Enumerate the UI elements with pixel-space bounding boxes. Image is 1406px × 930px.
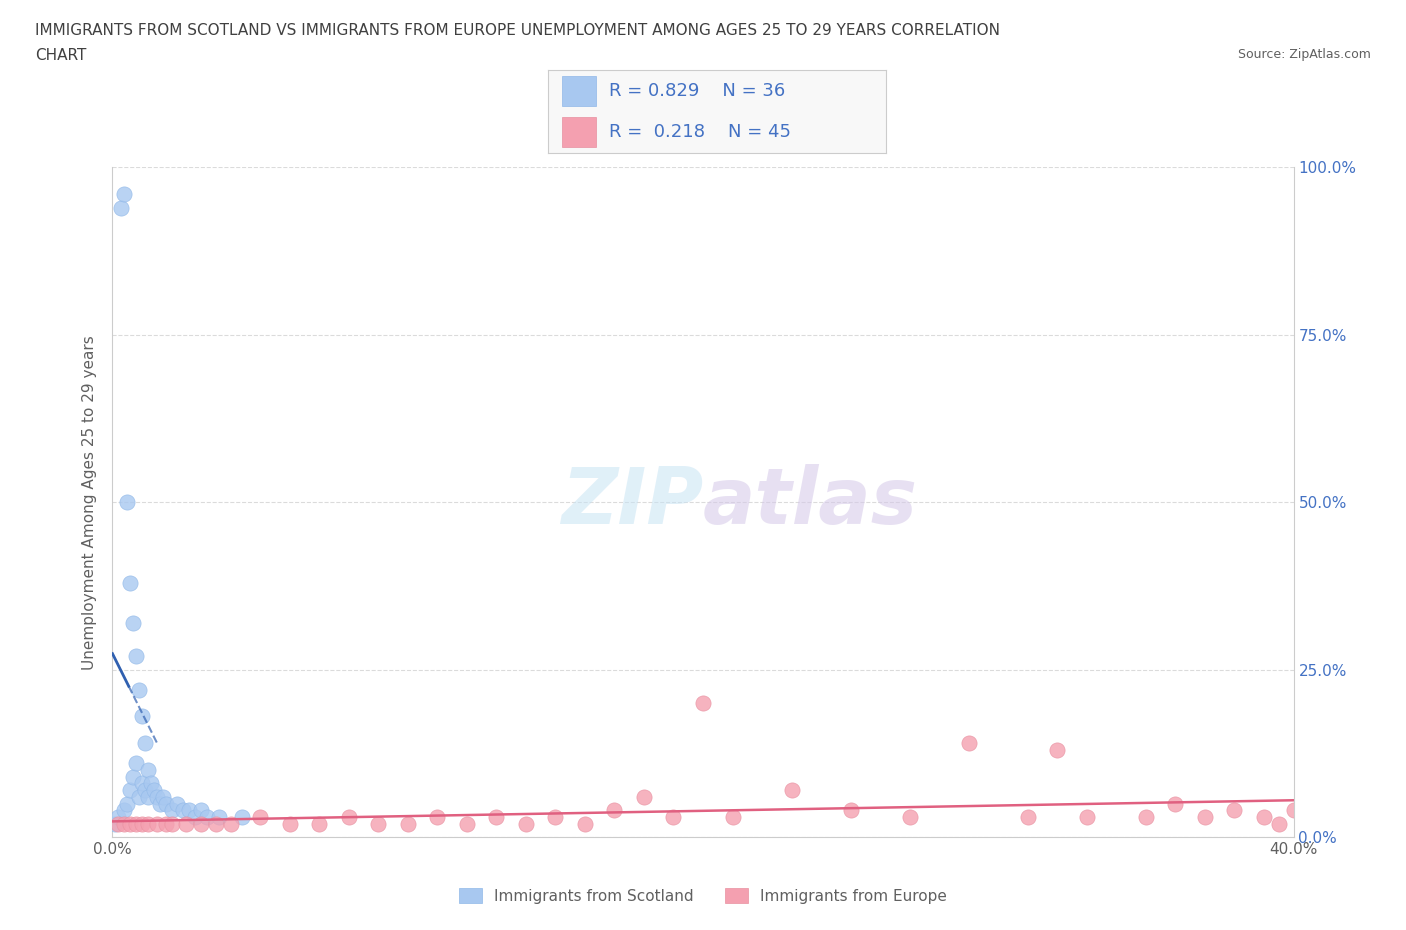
Bar [562,76,596,106]
Point [337,809,360,824]
Point [957,736,980,751]
Y-axis label: Unemployment Among Ages 25 to 29 years: Unemployment Among Ages 25 to 29 years [82,335,97,670]
Point [190,817,212,831]
Point [515,817,537,831]
Point [155,817,177,831]
Point [125,756,148,771]
Text: R =  0.218    N = 45: R = 0.218 N = 45 [609,123,792,141]
Point [139,776,162,790]
Point [112,817,135,831]
Point [110,200,132,215]
Point [120,575,142,590]
Point [205,817,228,831]
Point [780,783,803,798]
Point [160,817,183,831]
Text: IMMIGRANTS FROM SCOTLAND VS IMMIGRANTS FROM EUROPE UNEMPLOYMENT AMONG AGES 25 TO: IMMIGRANTS FROM SCOTLAND VS IMMIGRANTS F… [35,23,1000,38]
Point [839,803,862,817]
Point [1253,809,1275,824]
Point [426,809,449,824]
Point [249,809,271,824]
Point [1194,809,1216,824]
Point [136,817,159,831]
Point [104,817,127,831]
Point [574,817,596,831]
Point [633,790,655,804]
Point [174,817,197,831]
Point [603,803,626,817]
Text: ZIP: ZIP [561,464,703,540]
Point [721,809,744,824]
Point [172,803,194,817]
Point [128,683,150,698]
Point [149,796,172,811]
Point [142,783,165,798]
Point [134,736,156,751]
Point [117,495,138,510]
Point [692,696,714,711]
Point [122,769,145,784]
Point [308,817,330,831]
Point [146,790,169,804]
Point [136,790,159,804]
Point [1017,809,1039,824]
Point [107,817,129,831]
Point [131,776,153,790]
Text: R = 0.829    N = 36: R = 0.829 N = 36 [609,82,786,100]
Point [231,809,253,824]
Point [107,809,129,824]
Text: atlas: atlas [703,464,918,540]
Point [128,790,150,804]
Point [160,803,183,817]
Point [1268,817,1291,831]
Point [146,817,169,831]
Point [544,809,567,824]
Point [112,803,135,817]
Point [1164,796,1187,811]
Point [367,817,389,831]
Point [112,187,135,202]
Point [125,817,148,831]
Point [120,783,142,798]
Text: Source: ZipAtlas.com: Source: ZipAtlas.com [1237,48,1371,61]
Point [1076,809,1098,824]
Point [184,809,207,824]
Point [1282,803,1305,817]
Point [485,809,508,824]
Point [195,809,218,824]
Point [179,803,201,817]
Bar [562,117,596,147]
Point [1298,817,1320,831]
Point [456,817,478,831]
Point [131,709,153,724]
Point [131,817,153,831]
Point [155,796,177,811]
Point [134,783,156,798]
Point [120,817,142,831]
Point [898,809,921,824]
Point [122,616,145,631]
Point [117,796,138,811]
Point [278,817,301,831]
Legend: Immigrants from Scotland, Immigrants from Europe: Immigrants from Scotland, Immigrants fro… [453,882,953,910]
Point [1135,809,1157,824]
Point [125,649,148,664]
Point [136,763,159,777]
Point [1223,803,1246,817]
Point [190,803,212,817]
Point [219,817,242,831]
Point [208,809,231,824]
Text: CHART: CHART [35,48,87,63]
Point [396,817,419,831]
Point [662,809,685,824]
Point [166,796,188,811]
Point [152,790,174,804]
Point [1046,742,1069,757]
